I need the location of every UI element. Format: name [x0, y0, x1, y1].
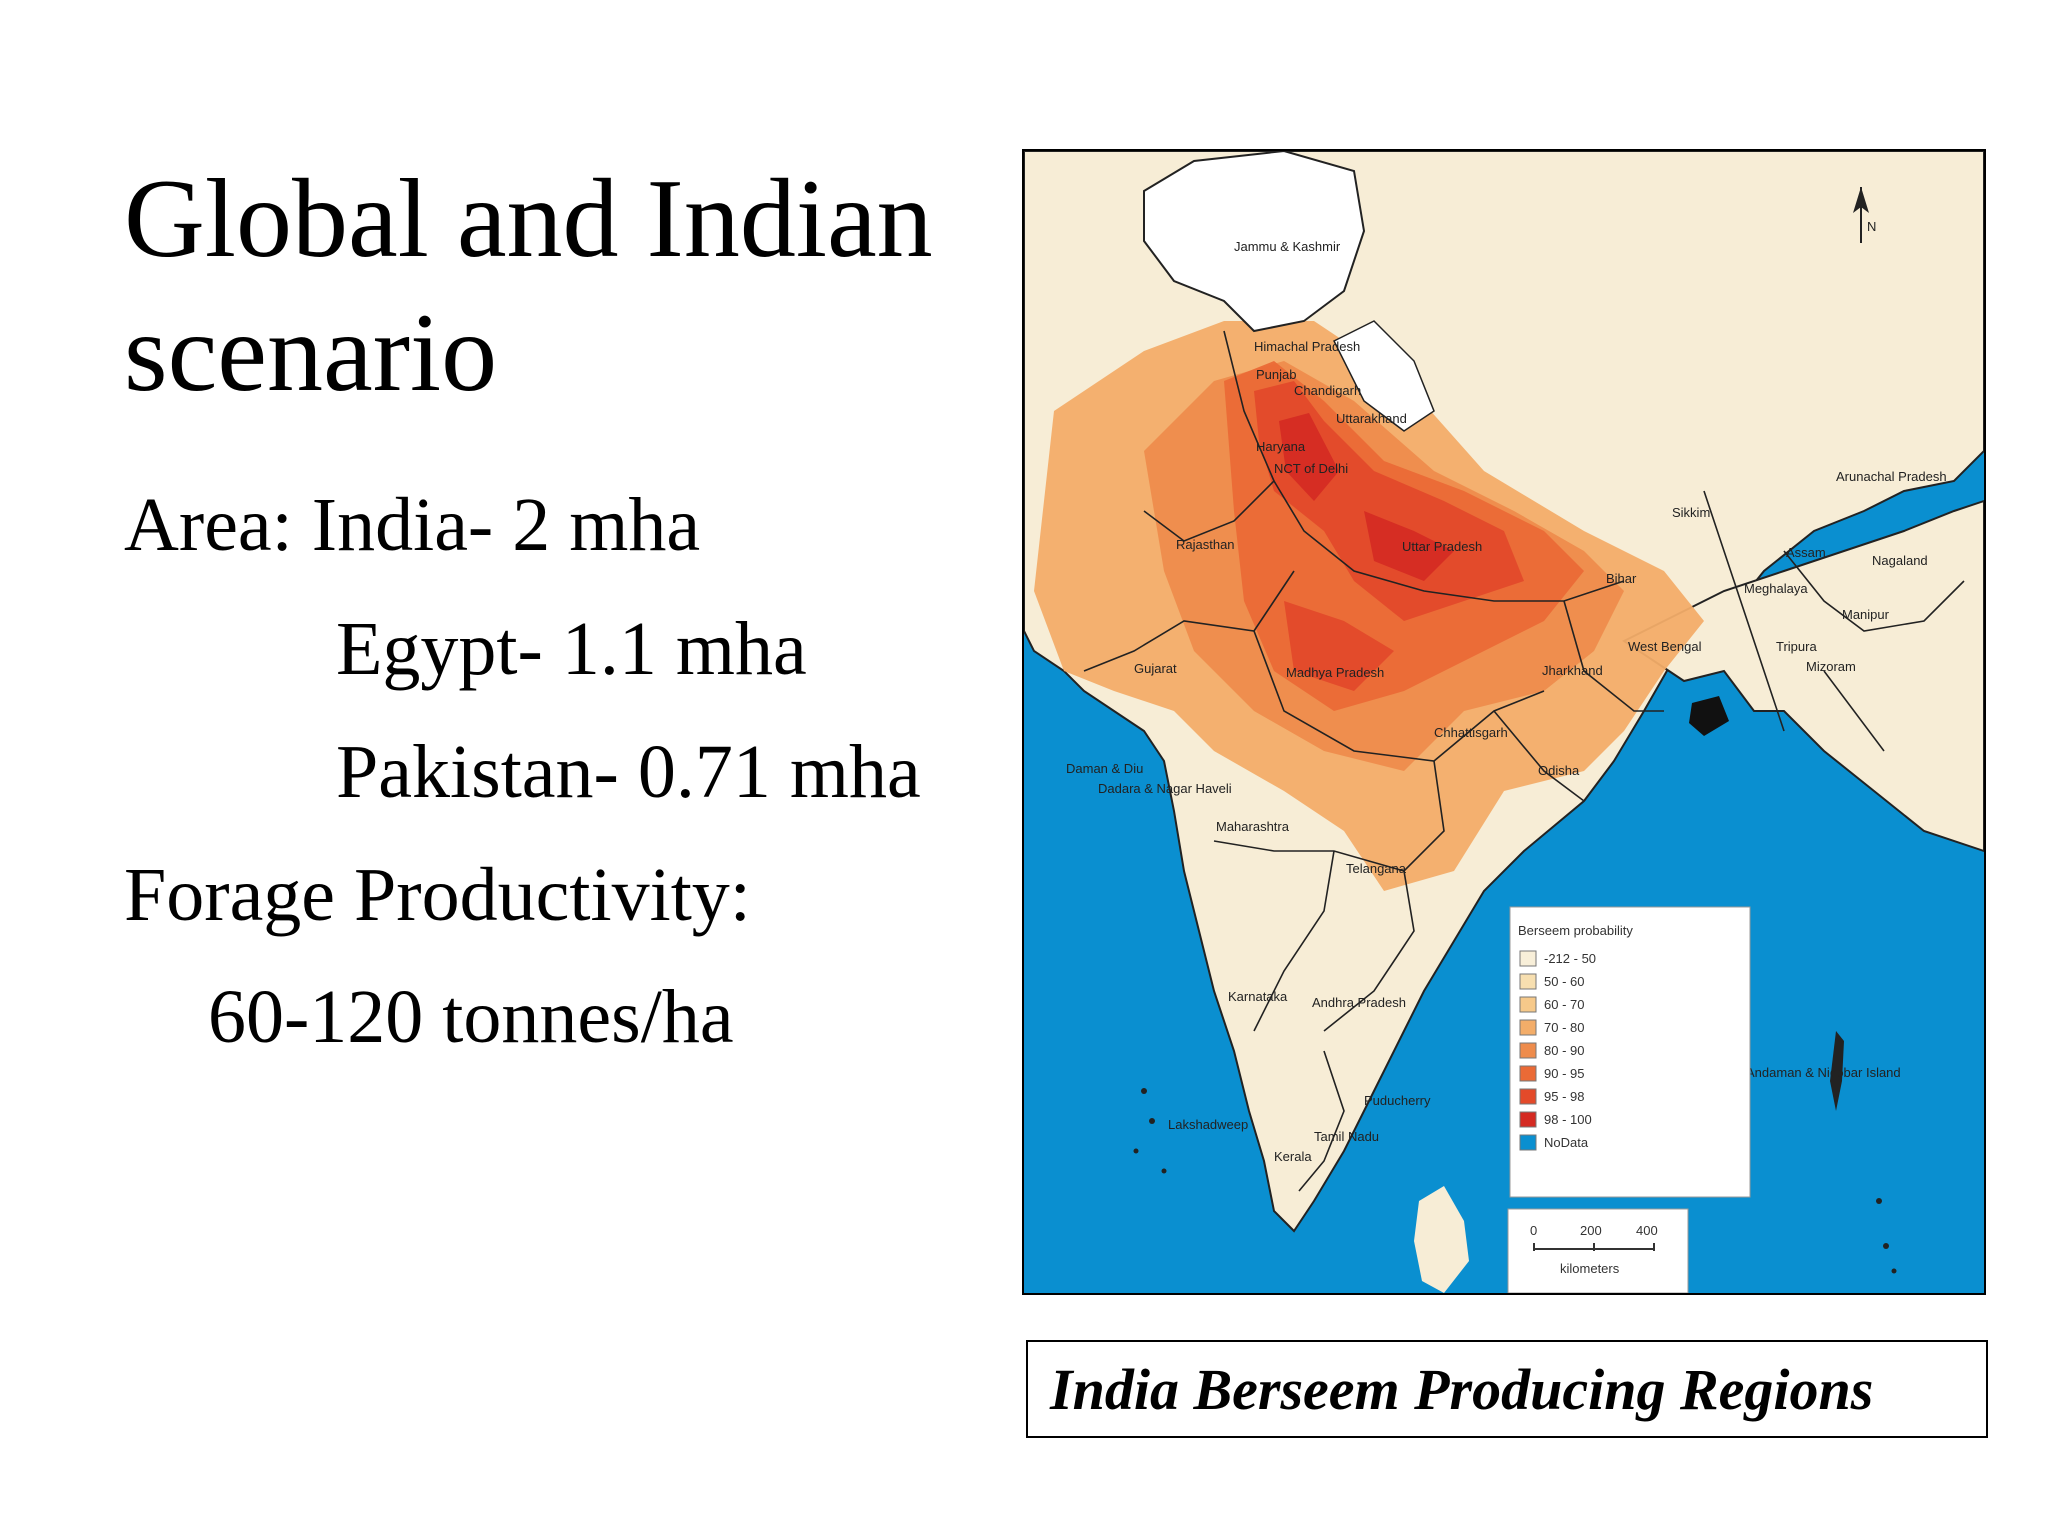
- scale-tick-200: 200: [1580, 1223, 1602, 1238]
- sri-lanka: [1414, 1186, 1469, 1293]
- label-manipur: Manipur: [1842, 607, 1890, 622]
- legend-label: 50 - 60: [1544, 974, 1584, 989]
- area-pakistan: Pakistan- 0.71 mha: [336, 730, 921, 814]
- label-nagaland: Nagaland: [1872, 553, 1928, 568]
- area-egypt: Egypt- 1.1 mha: [336, 607, 807, 691]
- label-mizoram: Mizoram: [1806, 659, 1856, 674]
- label-daman-diu: Daman & Diu: [1066, 761, 1143, 776]
- label-tripura: Tripura: [1776, 639, 1817, 654]
- legend-label: 98 - 100: [1544, 1112, 1592, 1127]
- legend-swatch: [1519, 1134, 1537, 1151]
- legend-swatch: [1519, 1019, 1537, 1036]
- label-maharashtra: Maharashtra: [1216, 819, 1290, 834]
- label-karnataka: Karnataka: [1228, 989, 1288, 1004]
- label-jammu-kashmir: Jammu & Kashmir: [1234, 239, 1341, 254]
- legend-swatch: [1519, 1111, 1537, 1128]
- legend-items: -212 - 50 50 - 60 60 - 70 70 - 80 80 - 90 90 …: [1519, 950, 1596, 1151]
- state-borders: [1083, 330, 1965, 1192]
- slide-title: Global and Indian scenario: [124, 157, 933, 415]
- legend-label: 80 - 90: [1544, 1043, 1584, 1058]
- north-mountains: [1143, 151, 1366, 333]
- delta-patch: [1689, 696, 1729, 736]
- label-meghalaya: Meghalaya: [1744, 581, 1808, 596]
- label-bihar: Bihar: [1606, 571, 1637, 586]
- scale-bar: 0 200 400 kilometers: [1507, 1208, 1689, 1293]
- label-telangana: Telangana: [1346, 861, 1407, 876]
- heat-zone-98-100: [1279, 413, 1454, 581]
- legend-label: 60 - 70: [1544, 997, 1584, 1012]
- label-west-bengal: West Bengal: [1628, 639, 1702, 654]
- legend-swatch: [1519, 1042, 1537, 1059]
- scale-tick-0: 0: [1530, 1223, 1537, 1238]
- island-dots: [1133, 1088, 1897, 1274]
- label-chandigarh: Chandigarh: [1294, 383, 1361, 398]
- label-sikkim: Sikkim: [1672, 505, 1710, 520]
- label-uttarakhand: Uttarakhand: [1336, 411, 1407, 426]
- label-kerala: Kerala: [1274, 1149, 1312, 1164]
- label-odisha: Odisha: [1538, 763, 1580, 778]
- label-madhya-pradesh: Madhya Pradesh: [1286, 665, 1384, 680]
- label-chhattisgarh: Chhattisgarh: [1434, 725, 1508, 740]
- label-himachal-pradesh: Himachal Pradesh: [1254, 339, 1360, 354]
- uttarakhand-area: [1332, 320, 1435, 432]
- legend-label: -212 - 50: [1544, 951, 1596, 966]
- legend-label: NoData: [1544, 1135, 1589, 1150]
- andaman-islands: [1830, 1031, 1844, 1111]
- label-andaman-nicobar: Andaman & Nicobar Island: [1746, 1065, 1901, 1080]
- label-haryana: Haryana: [1256, 439, 1306, 454]
- northeast-land: [1622, 499, 1984, 853]
- label-jharkhand: Jharkhand: [1542, 663, 1603, 678]
- label-andhra-pradesh: Andhra Pradesh: [1312, 995, 1406, 1010]
- area-india: Area: India- 2 mha: [124, 483, 701, 567]
- label-tamil-nadu: Tamil Nadu: [1314, 1129, 1379, 1144]
- label-punjab: Punjab: [1256, 367, 1296, 382]
- label-arunachal-pradesh: Arunachal Pradesh: [1836, 469, 1947, 484]
- legend-label: 95 - 98: [1544, 1089, 1584, 1104]
- scale-tick-400: 400: [1636, 1223, 1658, 1238]
- india-berseem-map: N Jammu & Kashmir Himachal Pradesh Punja…: [1022, 149, 1986, 1295]
- scale-unit: kilometers: [1560, 1261, 1620, 1276]
- legend-swatch: [1519, 950, 1537, 967]
- label-rajasthan: Rajasthan: [1176, 537, 1235, 552]
- legend-label: 70 - 80: [1544, 1020, 1584, 1035]
- legend-swatch: [1519, 973, 1537, 990]
- map-caption: India Berseem Producing Regions: [1050, 1357, 1874, 1422]
- legend-swatch: [1519, 1065, 1537, 1082]
- label-delhi: NCT of Delhi: [1274, 461, 1348, 476]
- legend-swatch: [1519, 1088, 1537, 1105]
- map-caption-box: India Berseem Producing Regions: [1026, 1340, 1988, 1438]
- forage-productivity-value: 60-120 tonnes/ha: [208, 975, 734, 1059]
- label-puducherry: Puducherry: [1364, 1093, 1431, 1108]
- map-canvas: N Jammu & Kashmir Himachal Pradesh Punja…: [1024, 151, 1984, 1293]
- legend-label: 90 - 95: [1544, 1066, 1584, 1081]
- map-legend: Berseem probability -212 - 50 50 - 60 60 -…: [1509, 906, 1751, 1198]
- north-arrow-label: N: [1867, 219, 1876, 234]
- label-assam: Assam: [1786, 545, 1826, 560]
- forage-productivity-label: Forage Productivity:: [124, 853, 751, 937]
- label-gujarat: Gujarat: [1134, 661, 1177, 676]
- north-arrow-icon: N: [1853, 187, 1876, 243]
- label-lakshadweep: Lakshadweep: [1168, 1117, 1248, 1132]
- label-uttar-pradesh: Uttar Pradesh: [1402, 539, 1482, 554]
- label-dadara-nagar-haveli: Dadara & Nagar Haveli: [1098, 781, 1232, 796]
- legend-title: Berseem probability: [1518, 923, 1633, 938]
- legend-swatch: [1519, 996, 1537, 1013]
